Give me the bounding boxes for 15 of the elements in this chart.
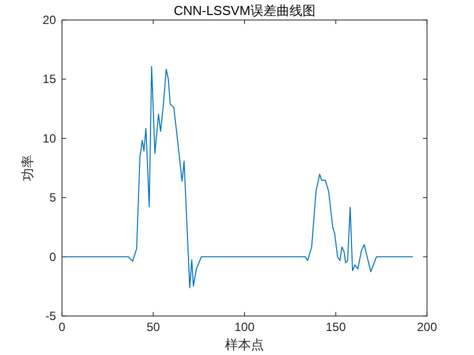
x-tick-label: 0 (58, 320, 66, 334)
x-tick-label: 150 (326, 320, 346, 334)
chart-title: CNN-LSSVM误差曲线图 (174, 3, 316, 18)
y-axis-title: 功率 (20, 155, 35, 181)
x-tick-label: 200 (416, 320, 438, 334)
x-tick-label: 50 (146, 320, 160, 334)
line-series (63, 66, 414, 288)
y-tick-label: 15 (42, 72, 56, 86)
y-tick-label: 20 (42, 13, 56, 27)
y-tick-label: 10 (42, 131, 56, 146)
y-tick-label: -5 (45, 309, 56, 323)
x-axis-title: 样本点 (225, 337, 264, 352)
y-tick-label: 0 (49, 250, 56, 264)
y-tick-label: 5 (49, 190, 56, 205)
x-tick-label: 100 (234, 320, 255, 334)
